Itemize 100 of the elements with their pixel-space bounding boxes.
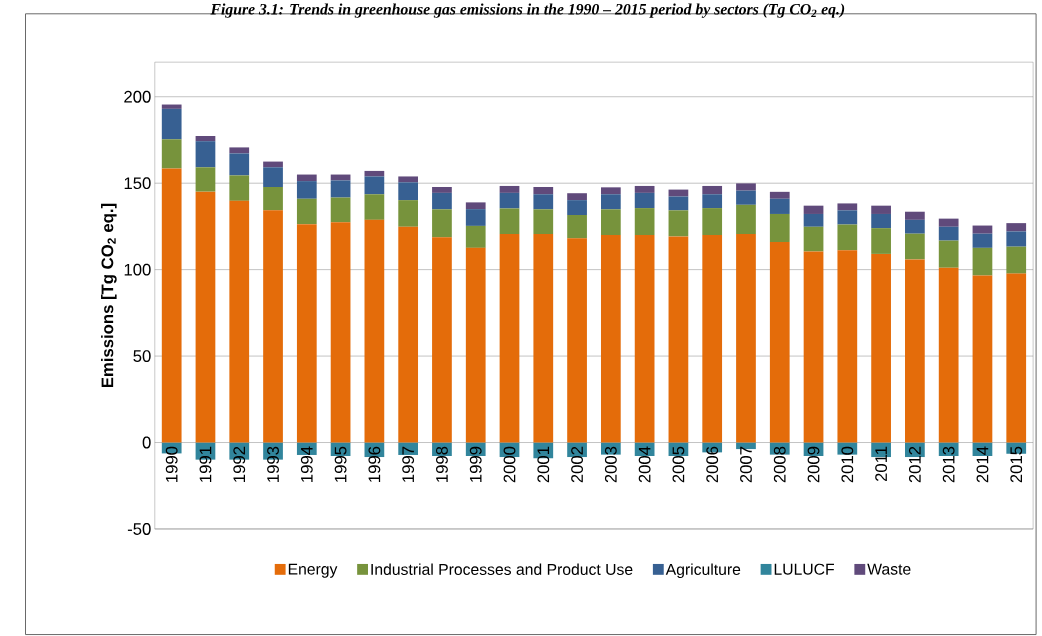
bar <box>837 224 858 251</box>
x-tick-label: 2007 <box>740 447 752 483</box>
bar <box>229 201 250 443</box>
bar <box>668 196 689 211</box>
x-tick-label: 2006 <box>706 446 719 483</box>
y-tick-label: 150 <box>124 177 151 190</box>
bar <box>398 200 419 227</box>
bar <box>465 202 486 210</box>
x-tick-label: 2003 <box>604 446 617 483</box>
bar <box>229 153 250 176</box>
bar <box>465 248 486 443</box>
bar <box>330 197 351 223</box>
legend-label: Waste <box>867 563 911 575</box>
bar <box>736 183 756 191</box>
bar <box>1006 246 1027 274</box>
bar <box>296 174 317 182</box>
y-tick-label: 50 <box>133 350 151 363</box>
bar <box>769 198 790 215</box>
bar <box>837 250 858 443</box>
bar <box>938 218 959 227</box>
bar <box>600 194 621 210</box>
bar <box>905 220 925 234</box>
bar <box>769 214 790 243</box>
legend-label: LULUCF <box>774 563 834 575</box>
x-tick-label: 1993 <box>267 446 279 483</box>
y-tick-label: 0 <box>142 436 151 449</box>
bar <box>364 176 385 195</box>
bar <box>634 235 655 443</box>
bar <box>702 194 723 209</box>
bar <box>938 226 959 241</box>
bar <box>533 234 554 443</box>
bar <box>567 193 587 201</box>
bar <box>803 205 824 215</box>
bar <box>702 235 723 443</box>
x-tick-label: 2005 <box>672 446 685 483</box>
x-tick-label: 1997 <box>402 447 415 483</box>
bar <box>1006 231 1027 247</box>
bar <box>398 182 419 201</box>
bar <box>769 242 790 443</box>
legend-label: Energy <box>288 563 338 579</box>
bar <box>499 208 520 235</box>
bar <box>195 136 216 142</box>
bar <box>668 210 689 237</box>
x-tick-label: 1991 <box>199 447 212 483</box>
bar <box>668 189 689 197</box>
x-tick-label: 2000 <box>503 446 516 483</box>
bar <box>803 226 824 252</box>
bar <box>499 186 520 194</box>
bar <box>1006 223 1027 232</box>
bar <box>465 226 486 249</box>
bar <box>600 235 621 443</box>
bar <box>296 181 317 199</box>
bar <box>533 194 554 210</box>
bar <box>296 198 317 225</box>
legend-label: Industrial Processes and Product Use <box>371 563 633 576</box>
bar <box>634 193 655 209</box>
x-tick-label: 1995 <box>334 446 347 483</box>
bar <box>905 259 925 443</box>
bar <box>263 167 283 188</box>
bar <box>567 200 587 216</box>
x-tick-label: 1992 <box>233 447 246 483</box>
x-tick-label: 2015 <box>1010 446 1023 483</box>
x-tick-label: 2012 <box>908 447 921 483</box>
bar <box>871 214 891 229</box>
x-tick-label: 1998 <box>436 446 448 483</box>
chart-title: Figure 3.1: Trends in greenhouse gas emissions in the 1990 – 2015 period by sectors (Tg CO$_{2}$ eq.) <box>210 3 845 18</box>
bar <box>432 187 452 194</box>
x-tick-label: 1994 <box>300 446 313 483</box>
bar <box>972 248 993 276</box>
bar <box>432 193 452 210</box>
bar <box>1006 273 1027 443</box>
bar <box>364 220 385 443</box>
bar <box>465 209 486 227</box>
bar <box>533 209 554 235</box>
bar <box>296 224 317 443</box>
x-tick-label: 2001 <box>537 447 550 483</box>
x-tick-label: 2002 <box>571 447 583 483</box>
bar <box>905 233 925 260</box>
x-tick-label: 2013 <box>942 446 955 483</box>
y-axis-title: Emissions [Tg CO$_{2}$ eq.] <box>101 204 117 388</box>
x-tick-label: 2008 <box>773 446 786 483</box>
bar <box>161 104 182 110</box>
bar <box>600 209 621 236</box>
bar <box>567 238 587 443</box>
bar <box>263 210 283 443</box>
bar <box>803 251 824 443</box>
bar <box>871 254 891 443</box>
y-tick-label: -50 <box>127 523 151 536</box>
bar <box>195 141 216 168</box>
bar <box>600 187 621 195</box>
x-tick-label: 2009 <box>807 447 820 483</box>
bar <box>229 147 250 154</box>
bar <box>972 233 993 249</box>
bar <box>769 192 790 199</box>
bar <box>432 237 452 443</box>
bar <box>972 275 993 443</box>
bar <box>330 180 351 198</box>
bar <box>432 209 452 238</box>
bar <box>161 168 182 443</box>
x-tick-label: 1990 <box>165 446 178 483</box>
